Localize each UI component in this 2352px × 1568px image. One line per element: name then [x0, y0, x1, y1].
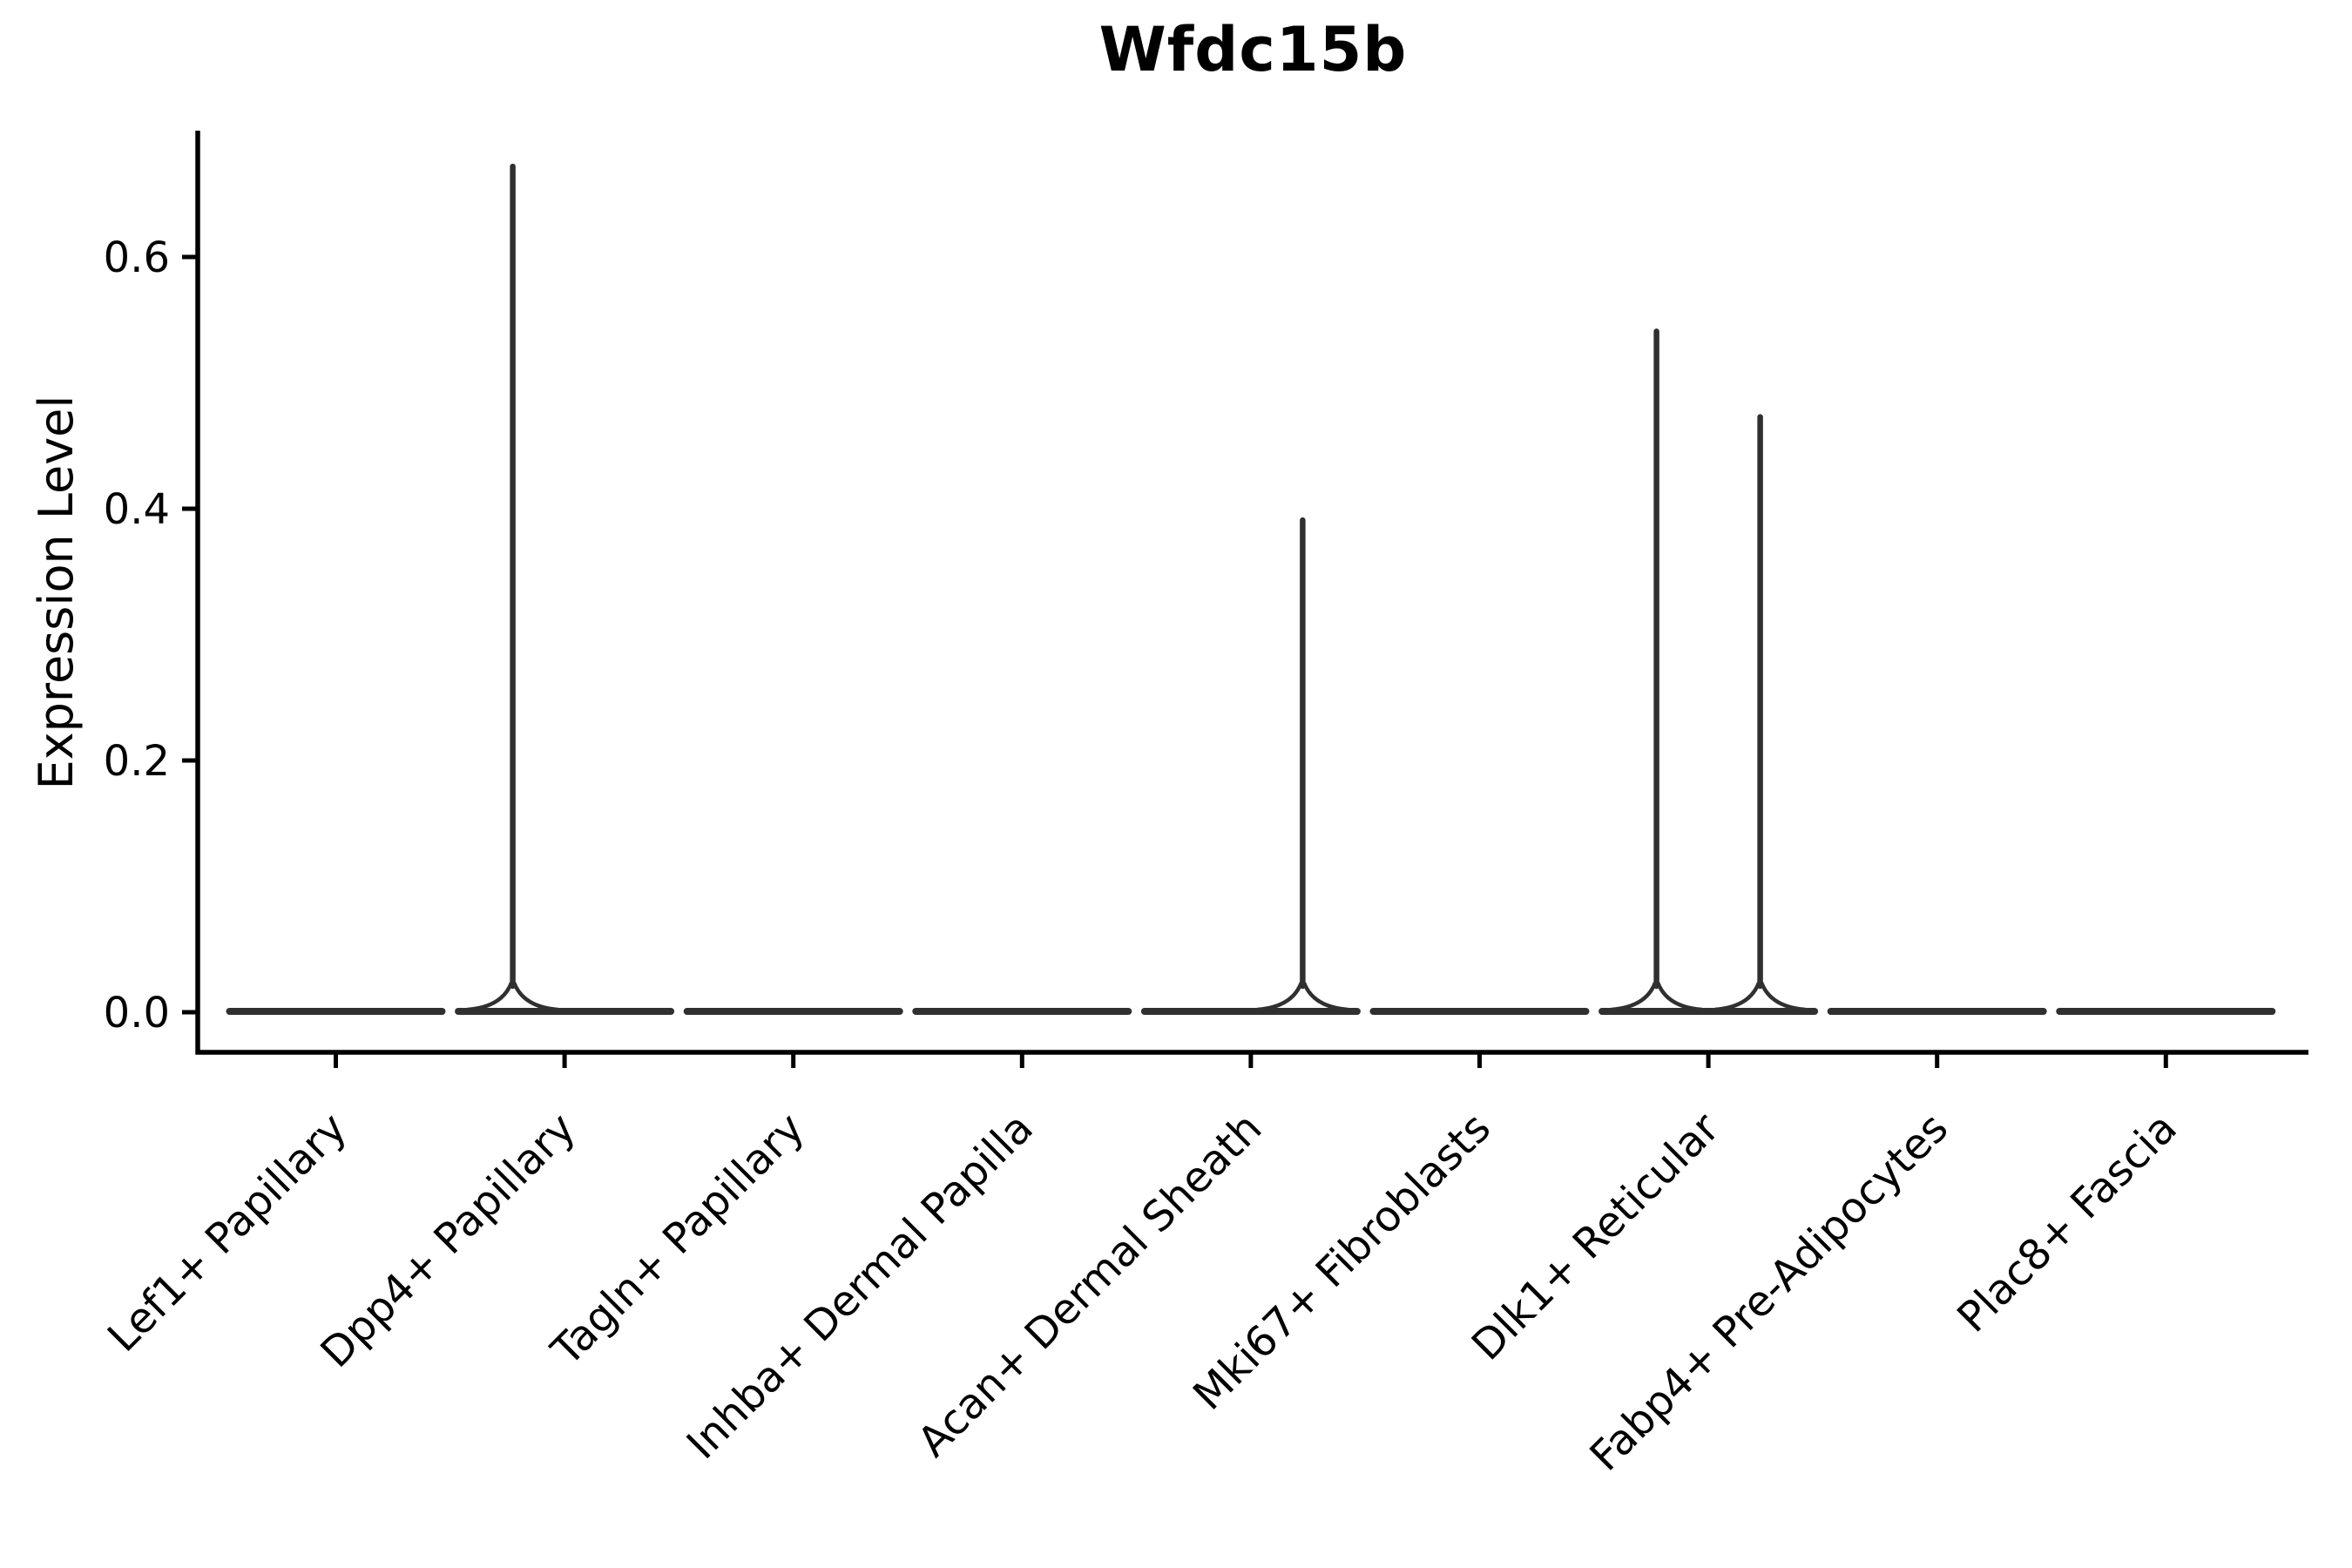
y-tick-label: 0.2	[104, 737, 170, 786]
plot-title: Wfdc15b	[1098, 14, 1408, 85]
x-category-label: Dlk1+ Reticular	[1463, 1104, 1729, 1370]
x-category-label: Dpp4+ Papillary	[312, 1104, 585, 1377]
spike-flare	[1257, 982, 1348, 1012]
spike-flare	[1611, 982, 1702, 1012]
spike-flare	[1714, 982, 1806, 1012]
x-category-label: Tagln+ Papillary	[542, 1104, 814, 1375]
axes-spines	[195, 131, 2308, 1055]
spike-flare	[467, 982, 558, 1012]
y-tick-label: 0.6	[104, 233, 170, 282]
x-category-label: Plac8+ Fascia	[1948, 1104, 2186, 1342]
y-tick-label: 0.4	[104, 485, 170, 534]
x-category-label: Lef1+ Papillary	[98, 1104, 356, 1362]
y-tick-label: 0.0	[104, 989, 170, 1037]
